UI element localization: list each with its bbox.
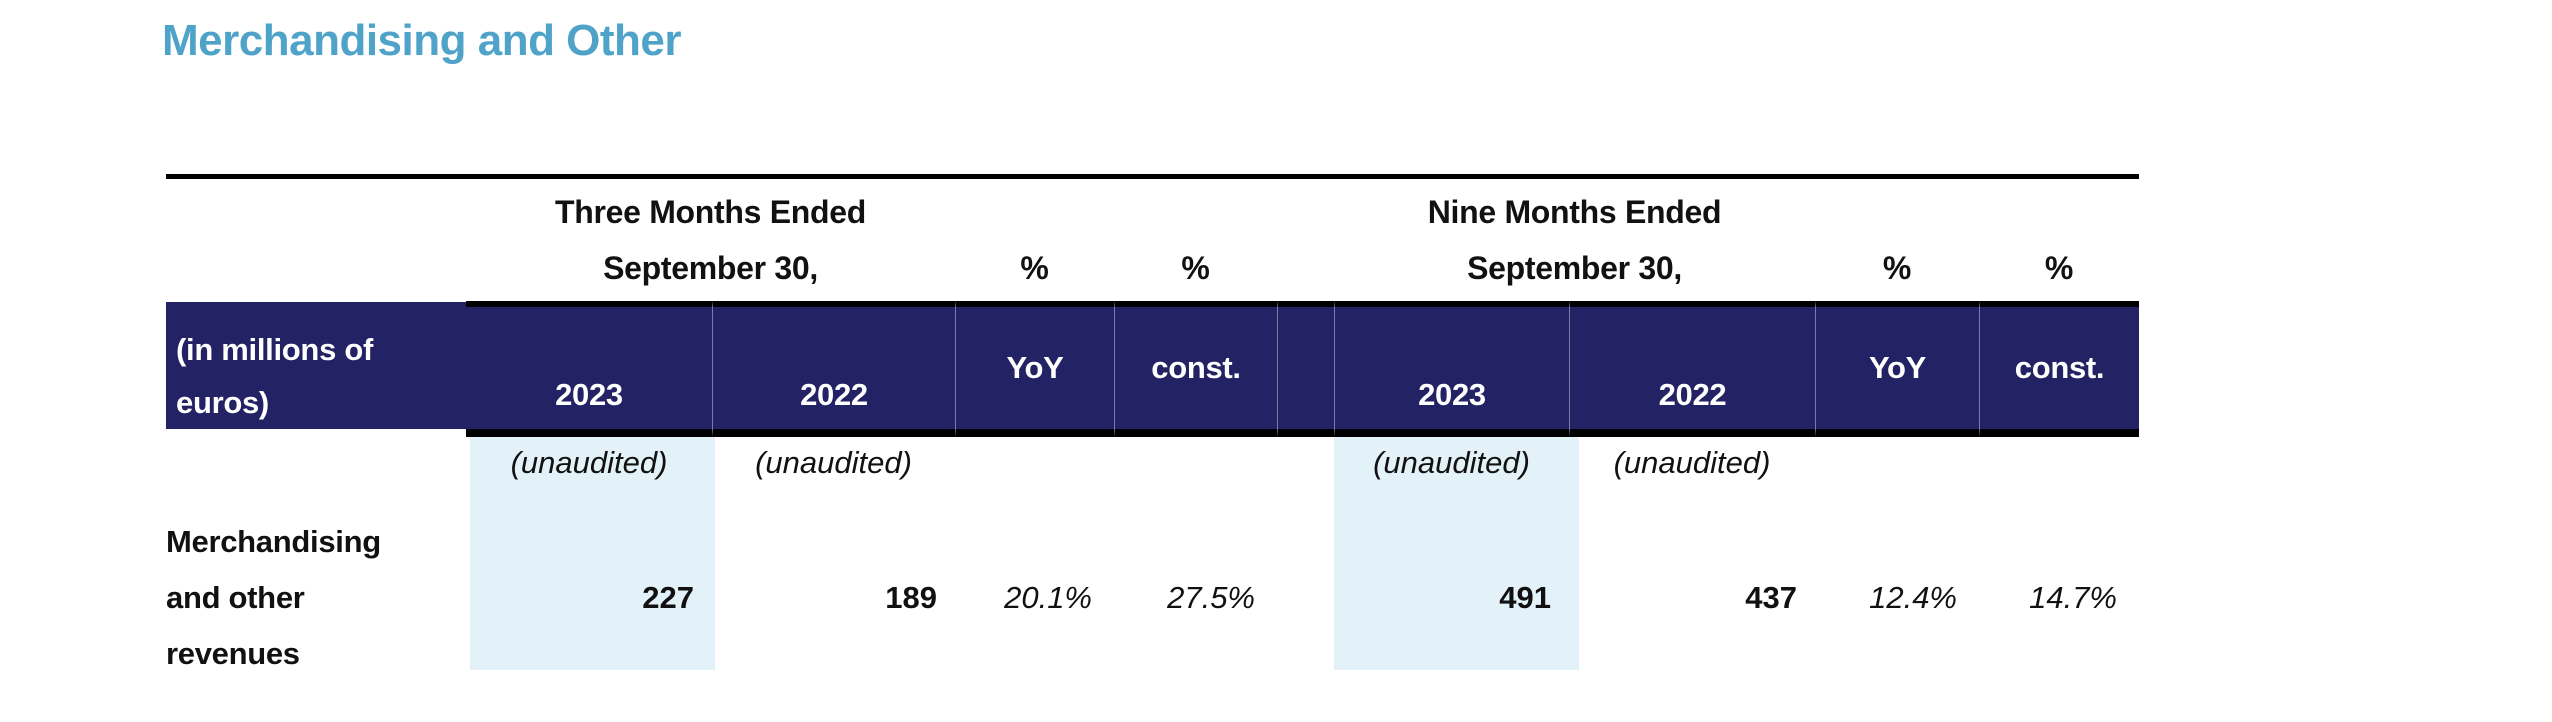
- col-header-const-three-months: const.: [1114, 301, 1277, 437]
- col-header-2023-three-months: 2023: [466, 301, 712, 437]
- row-label-line1: Merchandising: [166, 524, 381, 559]
- table-column-header-row: (in millions of euros) 2023 2022 YoY con…: [166, 301, 2139, 437]
- september-30-header-nine-months: September 30,: [1467, 250, 1682, 286]
- table-row-merchandising-revenues: Merchandising and other revenues 227 189…: [166, 505, 2139, 691]
- unaudited-note-4: (unaudited): [1613, 445, 1771, 480]
- col-header-spacer: [1277, 301, 1334, 437]
- pct-header-yoy-nine-months: %: [1882, 250, 1912, 286]
- unaudited-note-1: (unaudited): [510, 445, 668, 480]
- unaudited-note-3: (unaudited): [1373, 445, 1530, 480]
- value-const-nine-months: 14.7%: [2029, 580, 2117, 615]
- col-header-yoy-nine-months: YoY: [1815, 301, 1979, 437]
- september-30-header-three-months: September 30,: [603, 250, 818, 286]
- table-header-row-2: September 30, % % September 30, % %: [166, 235, 2139, 301]
- pct-header-const-three-months: %: [1181, 250, 1210, 286]
- unaudited-row: (unaudited) (unaudited) (unaudited) (una…: [166, 433, 2139, 505]
- unit-label-cell: (in millions of euros): [166, 302, 466, 429]
- col-header-const-nine-months: const.: [1979, 301, 2139, 437]
- value-yoy-three-months: 20.1%: [1004, 580, 1092, 615]
- pct-header-const-nine-months: %: [2044, 250, 2074, 286]
- page-title: Merchandising and Other: [162, 16, 682, 65]
- table-header-row-1: Three Months Ended Nine Months Ended: [166, 179, 2139, 235]
- highlight-column-2023-three-months: [470, 432, 715, 670]
- col-header-2022-nine-months: 2022: [1569, 301, 1815, 437]
- unaudited-note-2: (unaudited): [755, 445, 912, 480]
- value-yoy-nine-months: 12.4%: [1869, 580, 1957, 615]
- value-const-three-months: 27.5%: [1167, 580, 1255, 615]
- three-months-ended-header: Three Months Ended: [554, 194, 867, 230]
- unit-label-line2: euros): [176, 385, 269, 420]
- value-2022-nine-months: 437: [1745, 580, 1797, 615]
- value-2023-nine-months: 491: [1499, 580, 1551, 615]
- highlight-column-2023-nine-months: [1334, 432, 1579, 670]
- nine-months-ended-header: Nine Months Ended: [1427, 194, 1722, 230]
- row-label: Merchandising and other revenues: [166, 514, 466, 682]
- value-2023-three-months: 227: [642, 580, 694, 615]
- col-header-yoy-three-months: YoY: [955, 301, 1114, 437]
- row-label-line3: revenues: [166, 636, 300, 671]
- col-header-2023-nine-months: 2023: [1334, 301, 1569, 437]
- row-label-line2: and other: [166, 580, 305, 615]
- col-header-2022-three-months: 2022: [712, 301, 955, 437]
- pct-header-yoy-three-months: %: [1020, 250, 1049, 286]
- value-2022-three-months: 189: [885, 580, 937, 615]
- unit-label-line1: (in millions of: [176, 332, 373, 367]
- financial-table: Three Months Ended Nine Months Ended Sep…: [166, 174, 2139, 691]
